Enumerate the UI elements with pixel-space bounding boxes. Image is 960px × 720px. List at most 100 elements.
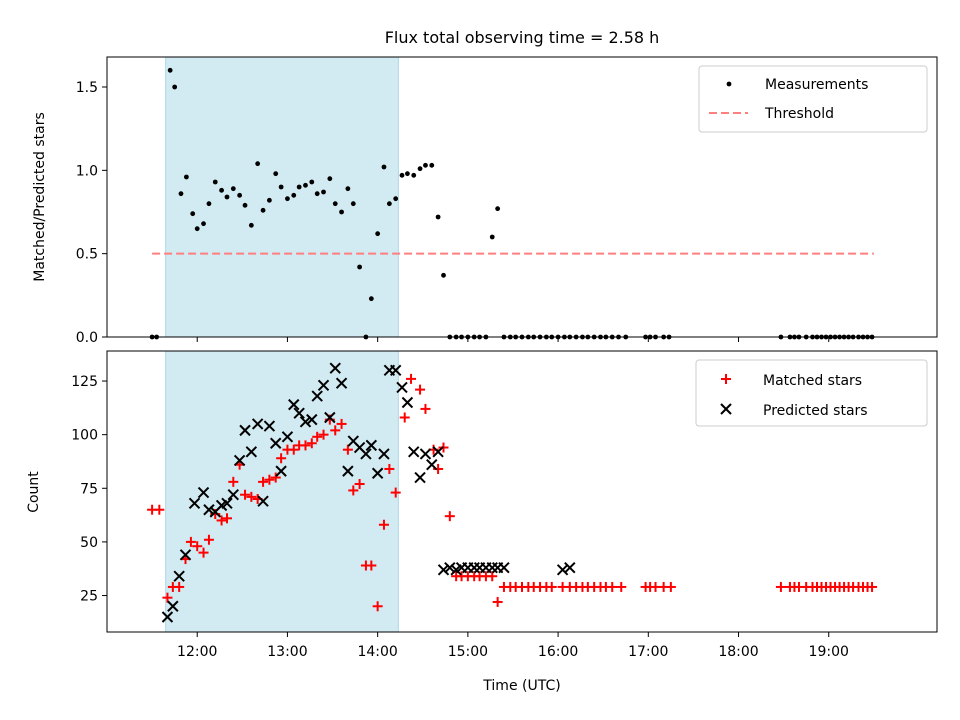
measurement-point <box>248 222 254 228</box>
measurement-point <box>296 184 302 190</box>
predicted-point <box>498 561 510 574</box>
measurement-point <box>172 84 178 90</box>
matched-point <box>300 440 311 451</box>
measurement-point <box>423 162 428 168</box>
predicted-point <box>432 446 444 458</box>
predicted-point <box>401 396 414 409</box>
bottom-predicted-layer <box>161 362 576 623</box>
measurement-point <box>429 162 435 168</box>
predicted-point <box>468 561 480 574</box>
legend-predicted-marker <box>720 403 732 415</box>
predicted-point <box>556 564 569 576</box>
measurement-point <box>260 207 266 213</box>
top-y-axis-label: Matched/Predicted stars <box>32 112 48 282</box>
y-tick-label: 0.0 <box>76 330 98 346</box>
matched-point <box>420 403 431 414</box>
x-tick-label: 16:00 <box>538 644 578 660</box>
x-tick-label: 18:00 <box>718 644 758 660</box>
predicted-point <box>360 448 372 460</box>
measurement-point <box>393 196 399 202</box>
legend-predicted-label: Predicted stars <box>763 403 868 419</box>
matched-point <box>336 418 347 429</box>
matched-point <box>775 581 786 592</box>
measurement-point <box>219 187 224 193</box>
measurement-point <box>224 194 230 200</box>
predicted-point <box>288 398 300 411</box>
y-tick-label: 1.0 <box>76 163 98 179</box>
matched-point <box>203 534 214 545</box>
predicted-point <box>365 439 378 452</box>
predicted-point <box>324 411 336 424</box>
top-shaded-interval <box>165 56 399 338</box>
predicted-point <box>257 495 269 507</box>
matched-point <box>192 541 203 552</box>
matched-point <box>174 581 185 592</box>
predicted-point <box>335 377 348 389</box>
predicted-point <box>221 497 233 510</box>
matched-point <box>162 592 173 603</box>
y-tick-label: 25 <box>80 589 98 605</box>
predicted-point <box>414 471 426 484</box>
measurement-point <box>339 209 344 215</box>
predicted-point <box>419 448 432 460</box>
bottom-y-ticks: 25 50 75 100 125 <box>71 374 107 605</box>
shaded-interval <box>165 350 399 633</box>
y-tick-label: 100 <box>71 428 98 444</box>
predicted-point <box>329 362 341 374</box>
predicted-point <box>486 561 498 574</box>
bottom-x-ticks: 12:00 13:00 14:00 15:00 16:00 17:00 18:00 19:00 <box>177 632 849 660</box>
measurement-point <box>285 196 290 202</box>
shaded-interval <box>165 56 399 338</box>
measurement-point <box>303 182 308 188</box>
top-axes-frame <box>106 56 938 338</box>
predicted-point <box>299 416 312 428</box>
predicted-point <box>161 611 174 623</box>
matched-point <box>433 463 444 474</box>
measurement-point <box>190 211 196 217</box>
measurement-point <box>194 226 200 232</box>
matched-point <box>616 581 627 592</box>
matched-point <box>354 478 365 489</box>
measurement-point <box>411 172 417 178</box>
predicted-point <box>564 561 576 574</box>
legend-measurements-marker <box>726 81 732 87</box>
top-panel: 0.0 0.5 1.0 1.5 Matched/Predicted stars Mea… <box>32 56 938 346</box>
predicted-point <box>197 486 210 499</box>
measurement-point <box>327 176 333 182</box>
matched-point <box>198 547 209 558</box>
measurement-point <box>255 161 261 167</box>
matched-point <box>342 444 353 455</box>
y-tick-label: 125 <box>71 374 98 390</box>
measurement-point <box>167 67 173 73</box>
predicted-point <box>173 570 185 582</box>
matched-point <box>264 474 275 485</box>
matched-point <box>246 491 257 502</box>
predicted-point <box>281 431 294 443</box>
measurement-point <box>212 179 218 185</box>
measurement-point <box>350 201 356 207</box>
matched-point <box>487 571 498 582</box>
measurement-point <box>278 184 284 190</box>
bottom-axes-frame <box>106 350 938 633</box>
matched-point <box>399 412 410 423</box>
matched-point <box>288 444 299 455</box>
measurement-point <box>314 191 320 197</box>
measurement-point <box>399 172 405 178</box>
predicted-point <box>275 465 287 477</box>
predicted-point <box>179 549 192 561</box>
bottom-shaded-interval <box>165 350 399 633</box>
matched-point <box>318 429 329 440</box>
x-tick-label: 15:00 <box>448 644 488 660</box>
matched-point <box>258 476 269 487</box>
measurement-point <box>368 296 374 302</box>
matched-point <box>366 560 377 571</box>
measurement-point <box>386 201 392 207</box>
measurement-point <box>495 206 501 212</box>
measurement-point <box>345 186 351 192</box>
predicted-point <box>342 465 354 477</box>
x-tick-label: 13:00 <box>267 644 307 660</box>
x-tick-label: 19:00 <box>809 644 849 660</box>
measurement-point <box>357 264 363 270</box>
matched-point <box>221 513 232 524</box>
